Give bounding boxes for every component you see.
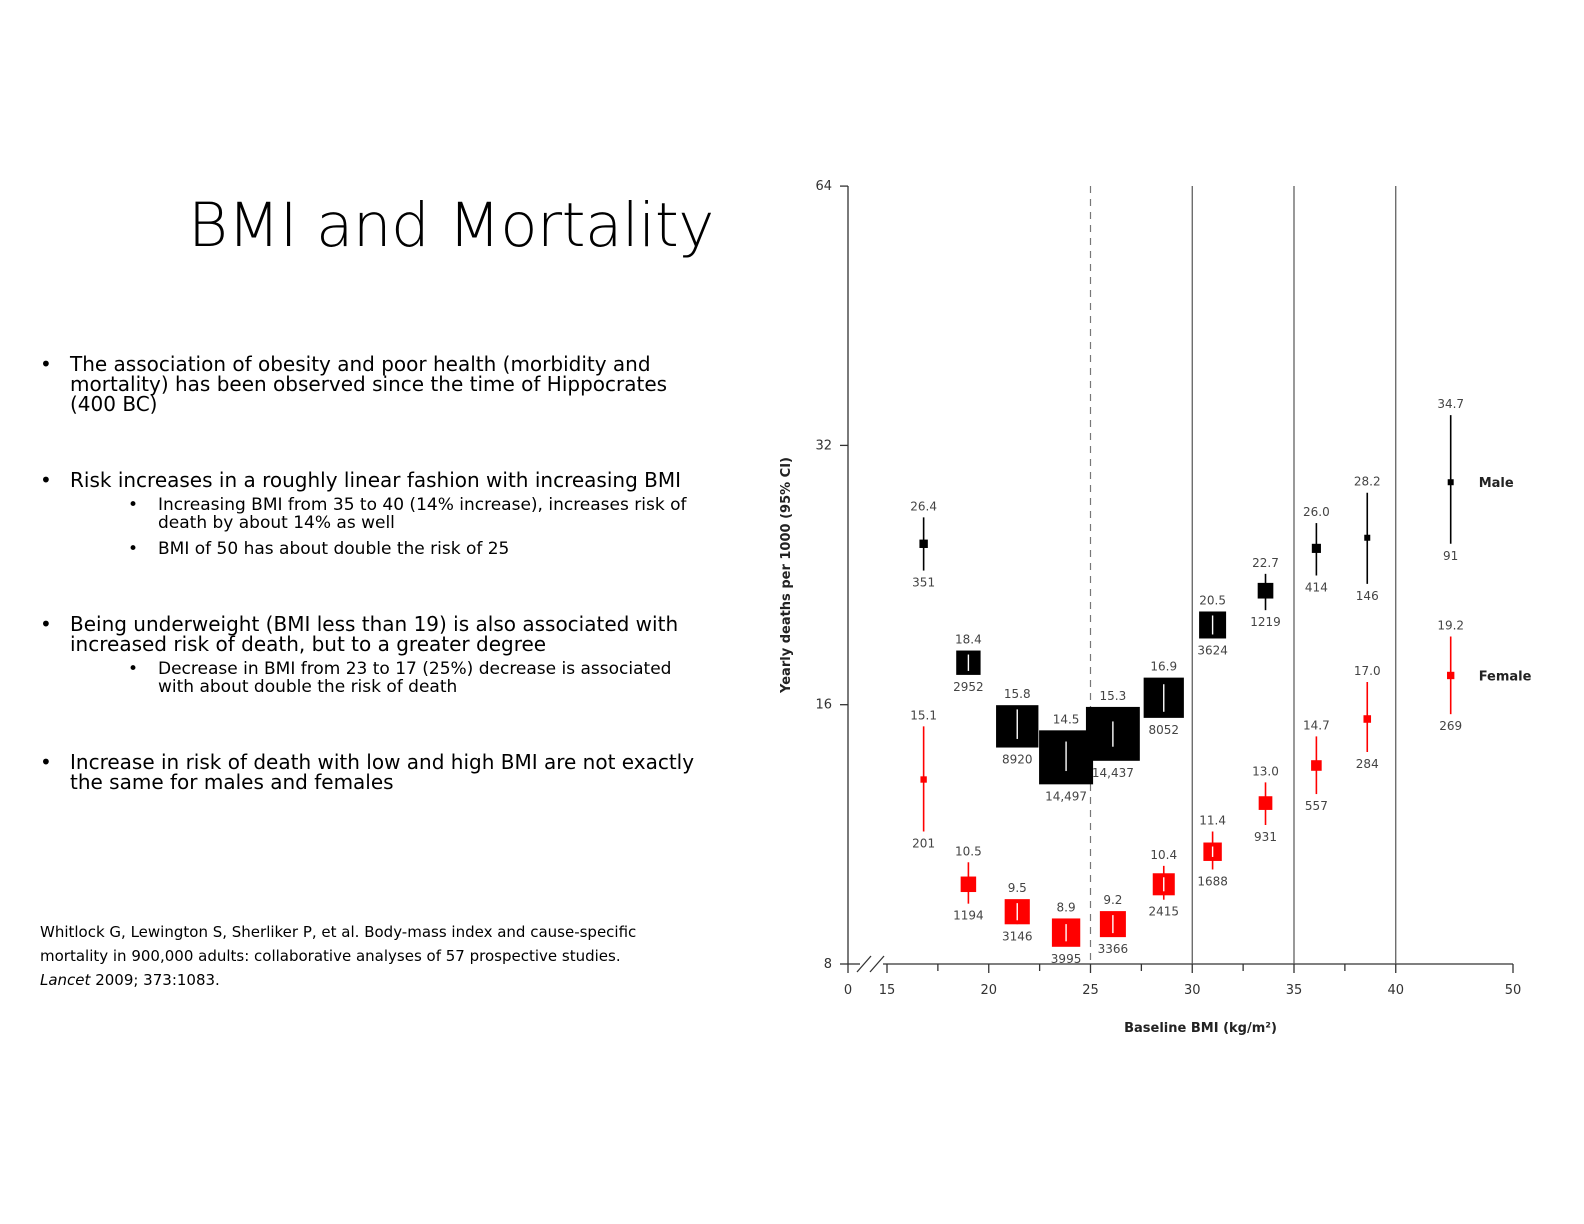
count-label: 3995 bbox=[1051, 952, 1082, 966]
data-marker bbox=[919, 539, 928, 548]
count-label: 3146 bbox=[1002, 929, 1033, 943]
data-marker bbox=[1311, 543, 1321, 553]
bullet-item: Being underweight (BMI less than 19) is … bbox=[40, 614, 710, 696]
data-label: 15.8 bbox=[1004, 687, 1031, 701]
count-label: 3366 bbox=[1098, 942, 1129, 956]
count-label: 8052 bbox=[1148, 723, 1179, 737]
bullet-item: Risk increases in a roughly linear fashi… bbox=[40, 470, 710, 558]
x-tick-label: 15 bbox=[879, 983, 896, 998]
bullet-text: The association of obesity and poor heal… bbox=[70, 352, 668, 416]
data-label: 9.5 bbox=[1008, 881, 1027, 895]
count-label: 269 bbox=[1439, 719, 1462, 733]
data-label: 14.5 bbox=[1053, 712, 1080, 726]
data-label: 26.4 bbox=[910, 499, 937, 513]
x-tick-label: 35 bbox=[1286, 983, 1303, 998]
data-label: 14.7 bbox=[1303, 718, 1330, 732]
citation: Whitlock G, Lewington S, Sherliker P, et… bbox=[40, 920, 690, 992]
data-marker bbox=[1447, 479, 1454, 486]
sub-bullet-text: Increasing BMI from 35 to 40 (14% increa… bbox=[70, 496, 710, 532]
x-tick-label: 20 bbox=[980, 983, 997, 998]
y-tick-label: 64 bbox=[815, 179, 832, 194]
y-tick-label: 16 bbox=[815, 698, 832, 713]
bullet-text: Increase in risk of death with low and h… bbox=[70, 750, 695, 794]
data-label: 17.0 bbox=[1354, 664, 1381, 678]
sub-bullet-text: BMI of 50 has about double the risk of 2… bbox=[70, 540, 710, 558]
bullet-item: The association of obesity and poor heal… bbox=[40, 354, 710, 414]
bullet-item: Increase in risk of death with low and h… bbox=[40, 752, 710, 792]
x-axis-title: Baseline BMI (kg/m²) bbox=[1124, 1021, 1277, 1036]
data-label: 15.3 bbox=[1100, 689, 1127, 703]
count-label: 201 bbox=[912, 837, 935, 851]
citation-journal: Lancet bbox=[40, 971, 91, 989]
bullet-text: Risk increases in a roughly linear fashi… bbox=[70, 468, 681, 492]
data-label: 8.9 bbox=[1057, 900, 1076, 914]
citation-details: 2009; 373:1083. bbox=[90, 971, 220, 989]
data-marker bbox=[1257, 582, 1274, 599]
data-label: 18.4 bbox=[955, 633, 982, 647]
count-label: 1688 bbox=[1197, 874, 1228, 888]
data-label: 10.4 bbox=[1150, 848, 1177, 862]
count-label: 146 bbox=[1356, 589, 1379, 603]
count-label: 414 bbox=[1305, 581, 1328, 595]
x-tick-label: 40 bbox=[1387, 983, 1404, 998]
sub-bullet-text: Decrease in BMI from 23 to 17 (25%) decr… bbox=[70, 660, 710, 696]
data-label: 13.0 bbox=[1252, 764, 1279, 778]
count-label: 284 bbox=[1356, 757, 1379, 771]
data-marker bbox=[1258, 796, 1273, 810]
data-label: 20.5 bbox=[1199, 593, 1226, 607]
data-marker bbox=[960, 876, 977, 893]
data-marker bbox=[1363, 715, 1372, 723]
count-label: 351 bbox=[912, 576, 935, 590]
count-label: 8920 bbox=[1002, 753, 1033, 767]
series-label: Female bbox=[1479, 669, 1532, 684]
count-label: 2952 bbox=[953, 680, 984, 694]
data-label: 15.1 bbox=[910, 708, 937, 722]
axis-break-mark bbox=[856, 955, 872, 973]
data-marker bbox=[920, 776, 927, 783]
x-tick-label: 30 bbox=[1184, 983, 1201, 998]
data-label: 16.9 bbox=[1150, 660, 1177, 674]
data-label: 11.4 bbox=[1199, 814, 1226, 828]
data-marker bbox=[1364, 534, 1371, 541]
bullet-text: Being underweight (BMI less than 19) is … bbox=[70, 612, 679, 656]
count-label: 2415 bbox=[1148, 905, 1179, 919]
y-tick-label: 32 bbox=[815, 438, 832, 453]
x-tick-label: 0 bbox=[844, 983, 852, 998]
x-tick-label: 50 bbox=[1505, 983, 1522, 998]
data-label: 10.5 bbox=[955, 844, 982, 858]
data-label: 19.2 bbox=[1437, 618, 1464, 632]
count-label: 931 bbox=[1254, 830, 1277, 844]
bullet-list: The association of obesity and poor heal… bbox=[40, 354, 710, 792]
slide-title: BMI and Mortality bbox=[188, 190, 714, 261]
y-tick-label: 8 bbox=[824, 957, 832, 972]
data-label: 22.7 bbox=[1252, 556, 1279, 570]
citation-text: Whitlock G, Lewington S, Sherliker P, et… bbox=[40, 923, 637, 965]
count-label: 557 bbox=[1305, 799, 1328, 813]
count-label: 3624 bbox=[1197, 643, 1228, 657]
count-label: 91 bbox=[1443, 549, 1458, 563]
bmi-mortality-chart: 8 16 32 64 0 15 20 25 30 35 40 50 Yearly deaths per … bbox=[779, 179, 1532, 1036]
axis-break-mark bbox=[869, 955, 885, 973]
count-label: 14,437 bbox=[1092, 766, 1134, 780]
data-marker bbox=[1311, 760, 1322, 771]
data-label: 9.2 bbox=[1103, 893, 1122, 907]
y-axis-title: Yearly deaths per 1000 (95% CI) bbox=[779, 457, 794, 694]
data-marker bbox=[1447, 671, 1455, 680]
data-label: 26.0 bbox=[1303, 505, 1330, 519]
series-label: Male bbox=[1479, 476, 1514, 491]
count-label: 14,497 bbox=[1045, 789, 1087, 803]
data-label: 28.2 bbox=[1354, 475, 1381, 489]
count-label: 1194 bbox=[953, 909, 984, 923]
count-label: 1219 bbox=[1250, 615, 1281, 629]
data-label: 34.7 bbox=[1437, 397, 1464, 411]
x-tick-label: 25 bbox=[1082, 983, 1099, 998]
